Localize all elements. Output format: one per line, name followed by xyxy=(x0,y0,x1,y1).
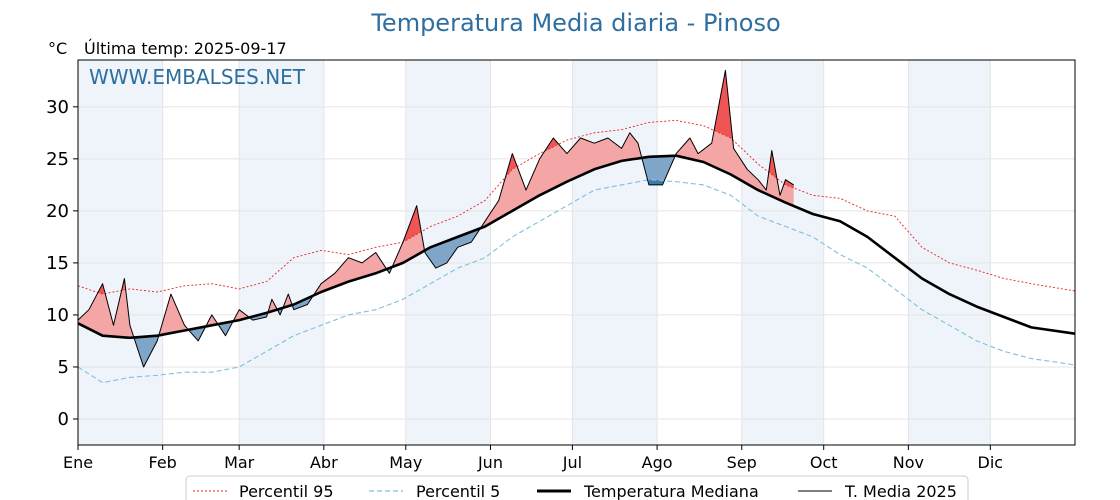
x-tick-label-Nov: Nov xyxy=(893,453,924,472)
x-tick-label-Feb: Feb xyxy=(149,453,177,472)
watermark: WWW.EMBALSES.NET xyxy=(89,65,306,89)
fill-above-median-2 xyxy=(158,294,188,337)
x-tick-label-Oct: Oct xyxy=(810,453,838,472)
y-tick-label-30: 30 xyxy=(46,97,69,118)
fill-above-p95-0 xyxy=(98,283,104,295)
fill-below-median-1 xyxy=(132,333,159,367)
plot-area: 0 5 10 15 20 25 30 Ene Feb Mar Abr May Jun Jul Ago Sep O… xyxy=(46,59,1076,472)
legend-label-current: T. Media 2025 xyxy=(844,482,957,500)
legend: Percentil 95 Percentil 5 Temperatura Med… xyxy=(185,475,969,500)
series-line-median xyxy=(77,154,1076,340)
x-tick-label-Abr: Abr xyxy=(310,453,338,472)
fill-above-median-18 xyxy=(674,70,794,207)
series-line-p5 xyxy=(77,179,1076,384)
fill-above-p95-4 xyxy=(545,138,558,151)
fill-above-p95-7 xyxy=(769,150,776,178)
fill-below-median-5 xyxy=(217,321,233,336)
fill-above-p95-2 xyxy=(404,205,421,242)
x-tick-label-May: May xyxy=(389,453,422,472)
series-line-p95 xyxy=(77,119,1076,295)
y-tick-label-20: 20 xyxy=(46,201,69,222)
x-tick-label-Dic: Dic xyxy=(978,453,1004,472)
month-band-Jul xyxy=(572,60,658,445)
x-tick-label-Sep: Sep xyxy=(727,453,757,472)
legend-label-p5: Percentil 5 xyxy=(416,482,500,500)
series-line-2025 xyxy=(77,69,794,368)
fill-above-median-12 xyxy=(312,252,387,297)
y-tick-label-15: 15 xyxy=(46,253,69,274)
legend-box xyxy=(185,475,969,500)
chart-title: Temperatura Media diaria - Pinoso xyxy=(370,9,780,37)
fill-below-median-15 xyxy=(423,228,480,269)
legend-label-median: Temperatura Mediana xyxy=(583,482,759,500)
x-tick-label-Mar: Mar xyxy=(224,453,255,472)
y-unit-label: °C xyxy=(48,39,67,58)
x-tick-label-Jul: Jul xyxy=(562,453,582,472)
x-tick-label-Jun: Jun xyxy=(477,453,503,472)
month-band-Nov xyxy=(908,60,991,445)
last-temp-label: Última temp: 2025-09-17 xyxy=(84,39,287,58)
fill-below-median-17 xyxy=(640,153,675,185)
legend-label-p95: Percentil 95 xyxy=(239,482,334,500)
fill-above-p95-8 xyxy=(784,179,794,188)
y-tick-label-5: 5 xyxy=(58,357,69,378)
month-band-Mar xyxy=(239,60,324,445)
plot-frame xyxy=(77,59,1076,446)
y-tick-label-10: 10 xyxy=(46,305,69,326)
y-tick-label-0: 0 xyxy=(58,409,69,430)
x-tick-label-Ene: Ene xyxy=(63,453,93,472)
y-tick-label-25: 25 xyxy=(46,149,69,170)
fill-above-p95-6 xyxy=(714,70,733,140)
month-band-Sep xyxy=(741,60,824,445)
fill-above-median-0 xyxy=(78,278,133,338)
x-tick-label-Ago: Ago xyxy=(642,453,673,472)
month-band-Ene xyxy=(78,60,163,445)
